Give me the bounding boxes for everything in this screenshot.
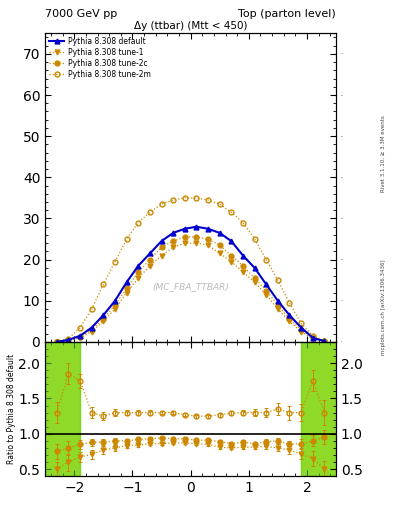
- Text: mcplots.cern.ch [arXiv:1306.3436]: mcplots.cern.ch [arXiv:1306.3436]: [381, 260, 386, 355]
- Bar: [45, 342, 80, 476]
- Text: (MC_FBA_TTBAR): (MC_FBA_TTBAR): [152, 282, 229, 291]
- Bar: [301, 342, 336, 476]
- Title: Δy (ttbar) (Mtt < 450): Δy (ttbar) (Mtt < 450): [134, 21, 247, 31]
- Y-axis label: Ratio to Pythia 8.308 default: Ratio to Pythia 8.308 default: [7, 354, 16, 464]
- Legend: Pythia 8.308 default, Pythia 8.308 tune-1, Pythia 8.308 tune-2c, Pythia 8.308 tu: Pythia 8.308 default, Pythia 8.308 tune-…: [48, 35, 152, 80]
- Bar: [45, 342, 80, 476]
- Text: 7000 GeV pp: 7000 GeV pp: [45, 9, 118, 19]
- Bar: [301, 342, 336, 476]
- Text: Rivet 3.1.10, ≥ 3.3M events: Rivet 3.1.10, ≥ 3.3M events: [381, 115, 386, 192]
- Text: Top (parton level): Top (parton level): [238, 9, 336, 19]
